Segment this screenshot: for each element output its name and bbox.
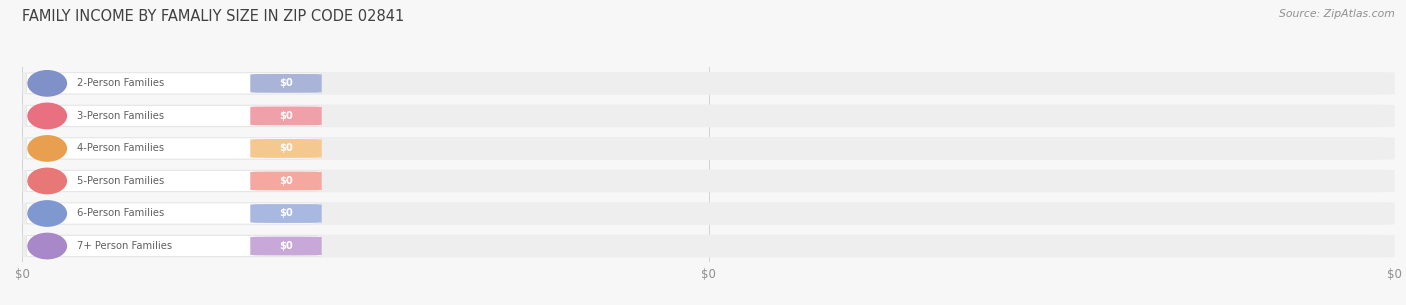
Text: $0: $0 xyxy=(280,209,292,218)
Text: Source: ZipAtlas.com: Source: ZipAtlas.com xyxy=(1279,9,1395,19)
Text: $0: $0 xyxy=(280,78,292,88)
FancyBboxPatch shape xyxy=(27,73,322,94)
FancyBboxPatch shape xyxy=(22,202,1395,225)
Text: 4-Person Families: 4-Person Families xyxy=(77,143,165,153)
FancyBboxPatch shape xyxy=(22,170,1395,192)
Ellipse shape xyxy=(28,103,66,129)
FancyBboxPatch shape xyxy=(22,137,1395,160)
Ellipse shape xyxy=(28,233,66,259)
FancyBboxPatch shape xyxy=(27,235,322,257)
FancyBboxPatch shape xyxy=(27,138,322,159)
Text: 2-Person Families: 2-Person Families xyxy=(77,78,165,88)
FancyBboxPatch shape xyxy=(250,74,322,93)
Ellipse shape xyxy=(28,201,66,226)
FancyBboxPatch shape xyxy=(27,170,322,192)
Text: 5-Person Families: 5-Person Families xyxy=(77,176,165,186)
FancyBboxPatch shape xyxy=(250,204,322,223)
FancyBboxPatch shape xyxy=(22,105,1395,127)
Text: FAMILY INCOME BY FAMALIY SIZE IN ZIP CODE 02841: FAMILY INCOME BY FAMALIY SIZE IN ZIP COD… xyxy=(22,9,405,24)
Text: 6-Person Families: 6-Person Families xyxy=(77,209,165,218)
Ellipse shape xyxy=(28,71,66,96)
FancyBboxPatch shape xyxy=(250,171,322,190)
Text: $0: $0 xyxy=(280,176,292,186)
Text: 3-Person Families: 3-Person Families xyxy=(77,111,165,121)
FancyBboxPatch shape xyxy=(250,139,322,158)
Ellipse shape xyxy=(28,168,66,194)
FancyBboxPatch shape xyxy=(250,237,322,256)
Text: $0: $0 xyxy=(280,111,292,121)
FancyBboxPatch shape xyxy=(22,235,1395,257)
FancyBboxPatch shape xyxy=(22,72,1395,95)
FancyBboxPatch shape xyxy=(27,203,322,224)
Ellipse shape xyxy=(28,136,66,161)
FancyBboxPatch shape xyxy=(27,105,322,127)
FancyBboxPatch shape xyxy=(250,106,322,125)
Text: $0: $0 xyxy=(280,143,292,153)
Text: 7+ Person Families: 7+ Person Families xyxy=(77,241,173,251)
Text: $0: $0 xyxy=(280,241,292,251)
